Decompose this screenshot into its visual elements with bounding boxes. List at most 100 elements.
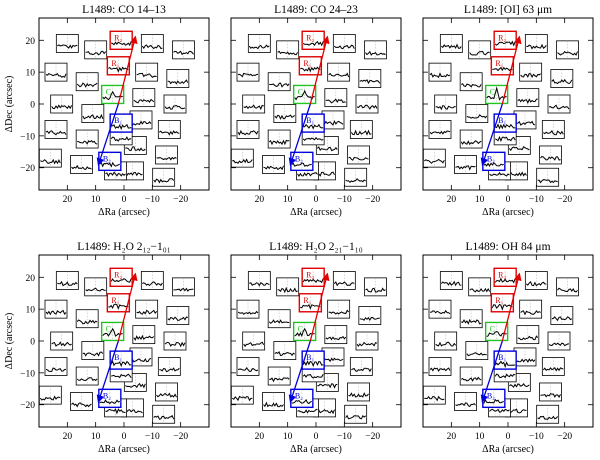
x-tick-label: −10 bbox=[337, 432, 352, 442]
x-tick-label: −10 bbox=[529, 195, 544, 205]
spaxel-grey-9 bbox=[70, 155, 93, 174]
region-label-B1: B₁ bbox=[498, 353, 506, 362]
spectrum-line bbox=[494, 40, 516, 47]
spaxel-grey-17 bbox=[349, 120, 373, 139]
spaxel-grey-5 bbox=[465, 104, 489, 123]
spaxel-R1: R₁ bbox=[106, 293, 131, 313]
spaxel-grey-20 bbox=[505, 161, 528, 181]
spaxel-grey-9 bbox=[262, 392, 285, 411]
spaxel-grey-0 bbox=[55, 34, 79, 53]
spaxel-grey-14 bbox=[132, 325, 156, 345]
x-tick-label: −20 bbox=[173, 432, 188, 442]
spectrum-line bbox=[509, 382, 530, 388]
spectrum-line bbox=[268, 139, 290, 146]
spaxel-grey-16 bbox=[129, 110, 153, 130]
spaxel-grey-5 bbox=[465, 341, 489, 360]
spectrum-line bbox=[110, 136, 132, 142]
region-label-B2: B₂ bbox=[295, 391, 303, 400]
spaxel-grey-1 bbox=[276, 40, 300, 60]
spectrum-line bbox=[429, 130, 451, 135]
spaxel-grey-17 bbox=[349, 357, 373, 376]
spectrum-line bbox=[302, 278, 324, 284]
x-tick-label: 20 bbox=[63, 195, 73, 205]
region-label-B2: B₂ bbox=[103, 391, 111, 400]
spaxel-grey-13 bbox=[166, 69, 190, 88]
spaxel-grey-12 bbox=[327, 299, 351, 319]
spectrum-line bbox=[294, 327, 315, 338]
spaxel-grey-19 bbox=[539, 382, 562, 402]
region-label-R2: R₂ bbox=[498, 33, 506, 42]
spectrum-line bbox=[274, 114, 296, 120]
y-tick-label: −20 bbox=[20, 164, 35, 174]
region-label-B2: B₂ bbox=[103, 154, 111, 163]
x-tick-label: 20 bbox=[63, 432, 73, 442]
y-axis-label: ΔDec (arcsec) bbox=[4, 76, 15, 133]
blueshifted-outflow-arrow bbox=[480, 340, 503, 404]
spaxel-grey-1 bbox=[468, 40, 492, 60]
spaxel-grey-7 bbox=[75, 366, 99, 386]
spaxel-grey-13 bbox=[166, 306, 190, 325]
spectrum-line bbox=[429, 72, 451, 79]
spectrum-line bbox=[248, 44, 270, 50]
spectrum-line bbox=[130, 120, 152, 126]
spaxel-grey-20 bbox=[121, 398, 144, 418]
spaxel-grey-12 bbox=[135, 299, 159, 319]
spaxel-grey-20 bbox=[121, 161, 144, 181]
spaxel-grey-13 bbox=[550, 69, 574, 88]
spectrum-line bbox=[348, 392, 369, 398]
spectrum-line bbox=[317, 383, 338, 389]
spaxel-grey-9 bbox=[454, 155, 477, 174]
spectrum-line bbox=[466, 114, 488, 119]
spectrum-line bbox=[557, 50, 578, 56]
spaxel-grey-14 bbox=[516, 88, 540, 108]
spectrum-line bbox=[322, 357, 344, 363]
spectrum-line bbox=[540, 393, 561, 398]
spectrum-line bbox=[133, 98, 155, 104]
region-label-C: C bbox=[298, 87, 303, 96]
spectrum-line bbox=[543, 130, 564, 136]
spectrum-line bbox=[130, 357, 152, 363]
region-label-C: C bbox=[490, 87, 495, 96]
spaxel-grey-19 bbox=[155, 382, 178, 402]
region-label-B1: B₁ bbox=[306, 353, 314, 362]
y-tick-label: 20 bbox=[26, 274, 36, 284]
spectrum-line bbox=[525, 280, 547, 287]
region-label-R2: R₂ bbox=[114, 33, 122, 42]
x-tick-label: 10 bbox=[91, 195, 101, 205]
spaxel-grey-21 bbox=[536, 404, 560, 424]
spaxel-grey-2 bbox=[236, 299, 260, 319]
spaxel-grey-21 bbox=[152, 167, 176, 187]
x-tick-label: 0 bbox=[506, 432, 511, 442]
spaxel-grey-6 bbox=[44, 357, 68, 376]
spectrum-line bbox=[108, 66, 129, 73]
panel-title: L1489: OH 84 μm bbox=[465, 241, 550, 253]
spectrum-line bbox=[517, 335, 539, 341]
spaxel-grey-6 bbox=[236, 357, 260, 376]
spaxel-grey-5 bbox=[81, 104, 105, 123]
spaxel-R2: R₂ bbox=[109, 267, 133, 287]
spaxel-R1: R₁ bbox=[490, 293, 515, 313]
spectrum-line bbox=[494, 123, 516, 130]
panel-4: L1489: H₂O 2₁₂−1₀₁ 20 10 0 −10 −20 20 10 0 −10 −20… bbox=[4, 241, 210, 455]
x-tick-label: 10 bbox=[475, 195, 485, 205]
spectrum-line bbox=[110, 360, 132, 368]
spaxel-grey-12 bbox=[519, 299, 543, 319]
spaxel-grey-4 bbox=[50, 94, 74, 114]
region-label-R1: R₁ bbox=[111, 59, 119, 68]
spectrum-line bbox=[45, 309, 67, 316]
region-label-B1: B₁ bbox=[114, 116, 122, 125]
spaxel-grey-11 bbox=[364, 277, 387, 297]
spectrum-line bbox=[111, 123, 132, 131]
spectrum-line bbox=[268, 319, 290, 324]
spectrum-line bbox=[537, 415, 559, 420]
spectrum-line bbox=[237, 72, 259, 78]
spaxel-grey-16 bbox=[321, 110, 345, 130]
region-label-R1: R₁ bbox=[495, 296, 503, 305]
spaxel-grey-7 bbox=[75, 129, 99, 149]
spaxel-grey-19 bbox=[155, 145, 178, 165]
spectrum-line bbox=[351, 367, 372, 373]
spaxel-R2: R₂ bbox=[493, 30, 517, 50]
x-tick-label: −10 bbox=[145, 432, 160, 442]
x-axis-label: ΔRa (arcsec) bbox=[290, 444, 342, 455]
spaxel-R1: R₁ bbox=[106, 56, 131, 76]
